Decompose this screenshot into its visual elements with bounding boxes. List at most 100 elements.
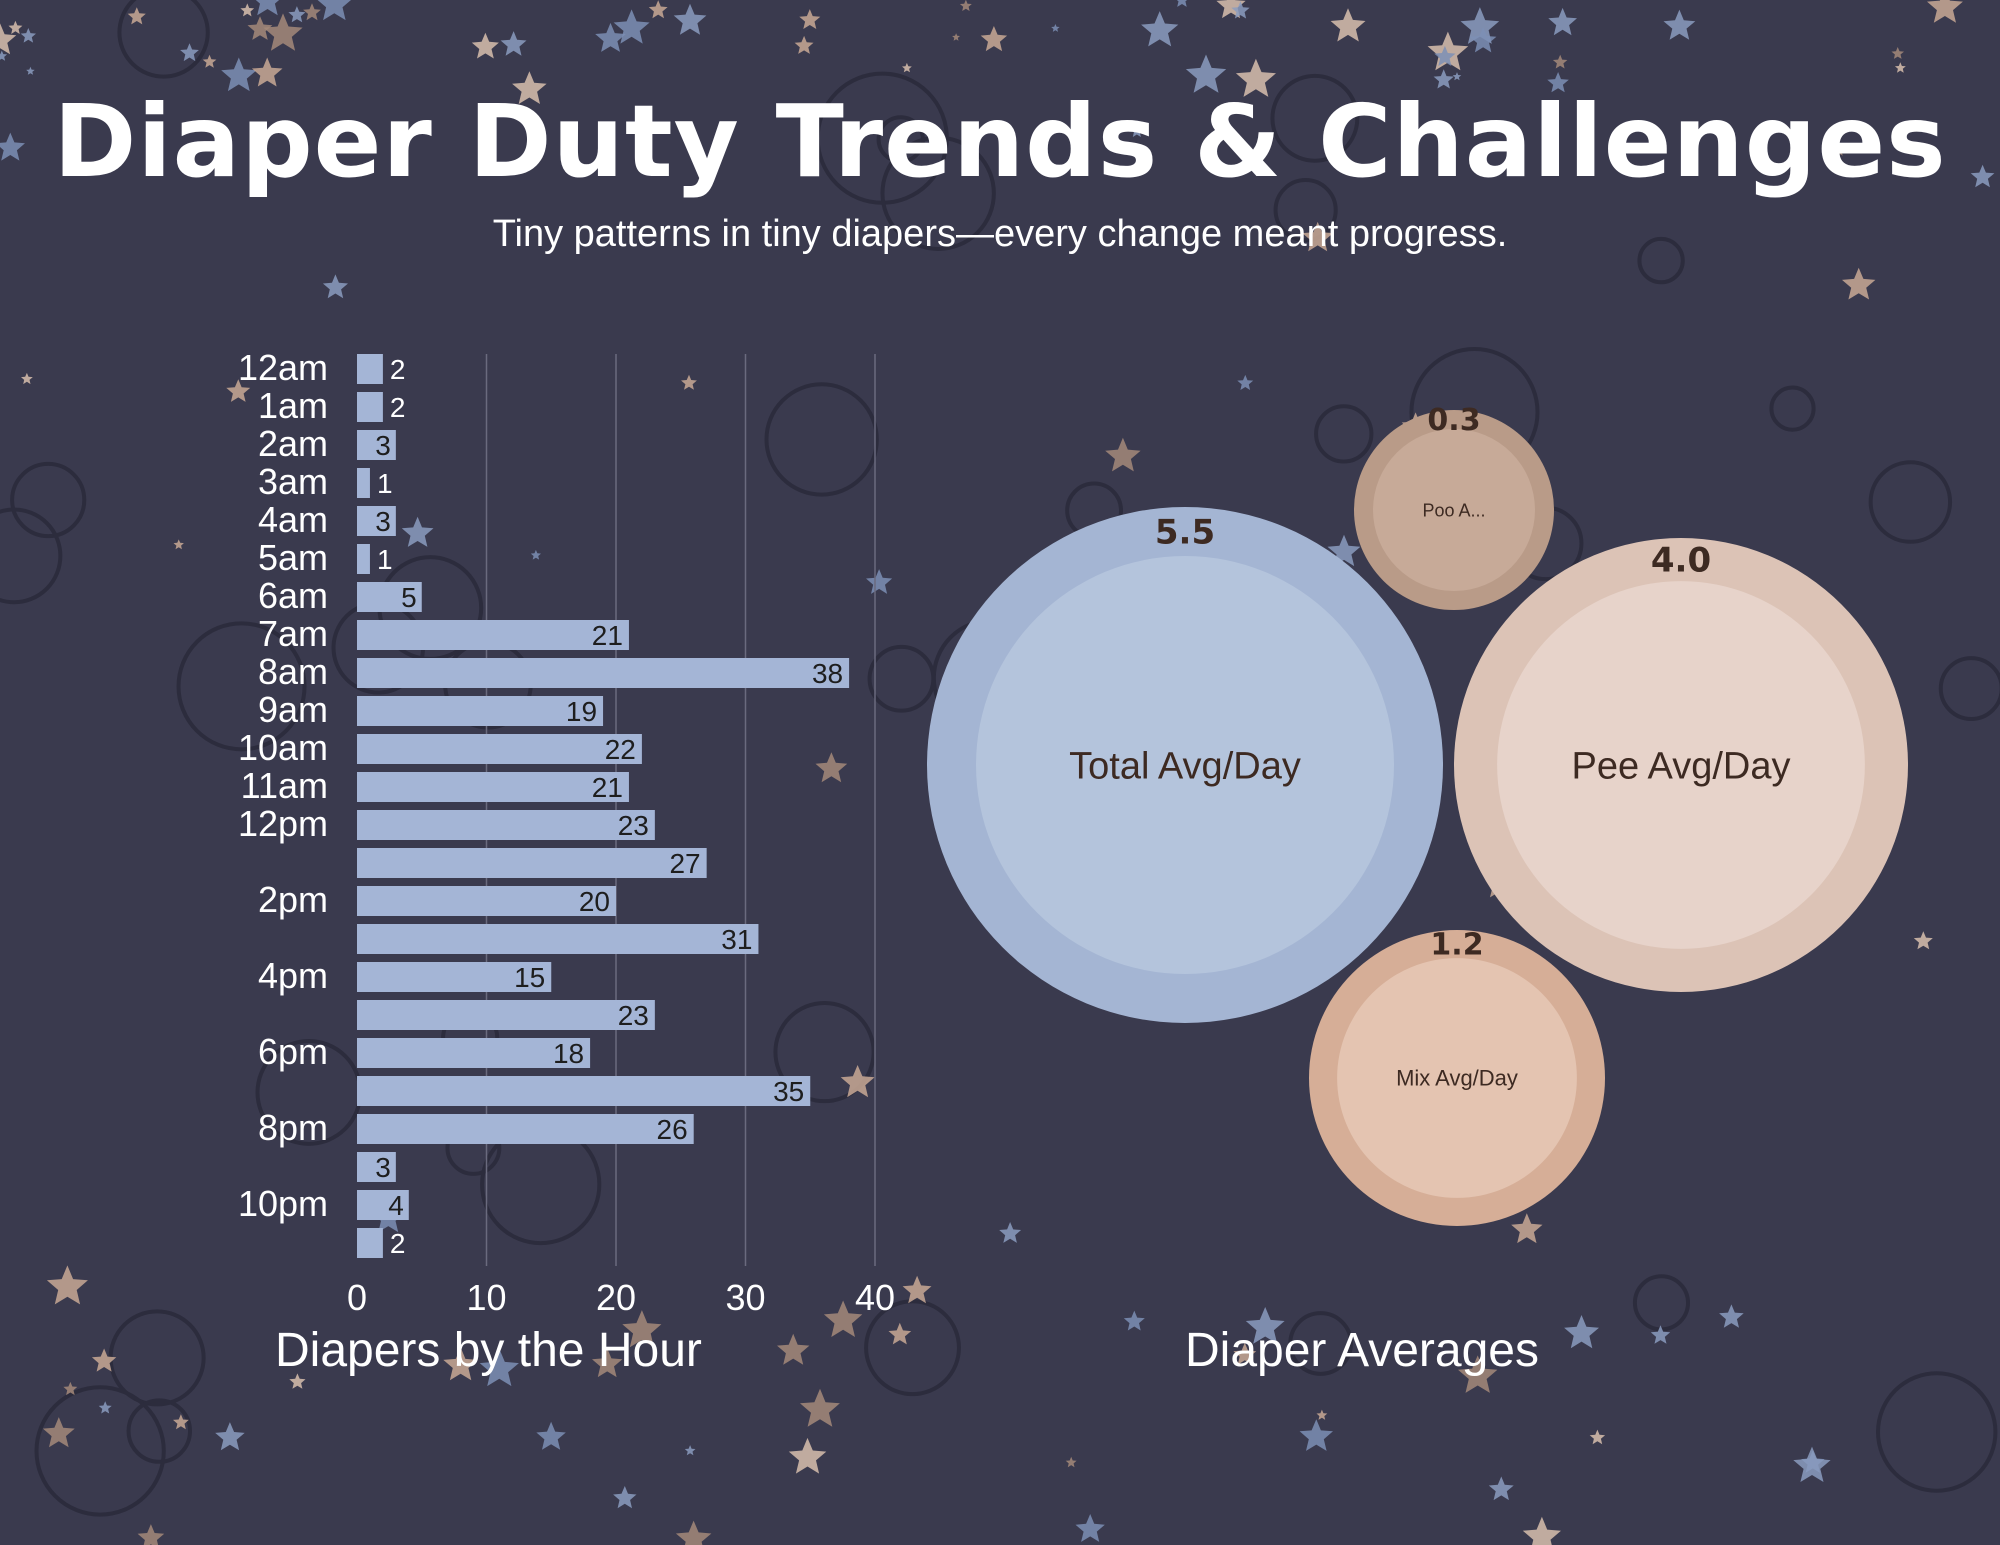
star-icon	[20, 28, 36, 43]
star-icon	[799, 9, 821, 29]
star-icon	[530, 549, 541, 560]
star-icon	[1434, 45, 1456, 66]
star-icon	[221, 57, 257, 92]
doodle-shape	[1270, 73, 1360, 163]
star-icon	[21, 372, 33, 385]
y-tick-label: 4pm	[258, 955, 328, 996]
star-icon	[288, 6, 306, 23]
star-icon	[500, 31, 527, 56]
star-icon	[815, 752, 848, 783]
star-icon	[173, 539, 184, 550]
bar	[357, 544, 370, 574]
star-icon	[1894, 62, 1906, 73]
bar	[357, 392, 383, 422]
star-icon	[1548, 7, 1577, 36]
bubble-inner	[976, 556, 1394, 974]
star-icon	[794, 35, 814, 54]
doodle-shape	[1637, 236, 1685, 285]
star-icon	[1233, 1342, 1257, 1365]
star-icon	[1185, 54, 1227, 93]
bar	[357, 468, 370, 498]
bar	[357, 354, 383, 384]
bar	[357, 1152, 396, 1182]
bar	[357, 1038, 591, 1068]
star-icon	[1552, 54, 1568, 69]
star-icon	[622, 1310, 662, 1348]
bar	[357, 734, 642, 764]
star-icon	[1176, 0, 1188, 7]
bar-value-label: 21	[592, 620, 623, 651]
doodle-shape	[764, 382, 879, 497]
doodle-shape	[1876, 1371, 1998, 1493]
star-icon	[1891, 47, 1904, 59]
star-icon	[26, 66, 35, 75]
bar	[357, 772, 629, 802]
bar-value-label: 5	[401, 582, 417, 613]
bubble-value-label: 4.0	[1651, 540, 1711, 580]
star-icon	[902, 1275, 932, 1304]
star-icon	[46, 1265, 88, 1305]
y-tick-label: 3am	[258, 461, 328, 502]
doodle-shape	[867, 644, 936, 713]
star-icon	[0, 50, 8, 61]
star-icon	[840, 1065, 875, 1098]
y-tick-label: 4am	[258, 499, 328, 540]
star-icon	[1663, 9, 1696, 40]
star-icon	[595, 22, 626, 52]
star-icon	[1433, 69, 1454, 89]
star-icon	[592, 1348, 623, 1378]
y-tick-label: 9am	[258, 689, 328, 730]
star-icon	[536, 1421, 566, 1450]
star-icon	[675, 1520, 712, 1545]
bar-value-label: 38	[812, 658, 843, 689]
star-icon	[999, 1222, 1022, 1243]
bar-value-label: 3	[375, 1152, 391, 1183]
y-tick-label: 7am	[258, 613, 328, 654]
doodle-shape	[773, 1000, 876, 1104]
star-icon	[959, 0, 972, 11]
doodle-shape	[176, 621, 307, 752]
bar	[357, 1114, 694, 1144]
star-icon	[322, 274, 348, 299]
star-icon	[1123, 1310, 1145, 1331]
doodle-shape	[1769, 385, 1816, 432]
star-icon	[137, 1524, 165, 1545]
page-title: Diaper Duty Trends & Challenges	[53, 83, 1947, 200]
star-icon	[1231, 1, 1250, 19]
star-icon	[1452, 72, 1462, 81]
star-icon	[1842, 267, 1876, 300]
bubble-name-label: Mix Avg/Day	[1396, 1066, 1518, 1091]
bar	[357, 886, 616, 916]
bar	[357, 1228, 383, 1258]
doodle-shape	[880, 135, 996, 251]
x-tick-label: 30	[725, 1277, 765, 1318]
star-icon	[127, 7, 146, 25]
bar-value-label: 2	[390, 1228, 406, 1259]
star-icon	[303, 3, 321, 21]
star-icon	[1970, 164, 1995, 188]
bar	[357, 810, 655, 840]
doodle-shape	[1314, 404, 1374, 464]
y-tick-label: 10am	[238, 727, 328, 768]
star-icon	[251, 57, 283, 87]
y-tick-label: 6pm	[258, 1031, 328, 1072]
star-icon	[823, 1300, 863, 1337]
doodle-shape	[126, 1398, 193, 1464]
bar-chart-title: Diapers by the Hour	[275, 1324, 702, 1377]
bar	[357, 848, 707, 878]
y-tick-label: 11am	[241, 765, 328, 806]
star-icon	[1245, 1307, 1285, 1344]
bar-value-label: 20	[579, 886, 610, 917]
star-icon	[479, 1348, 519, 1387]
star-icon	[1105, 437, 1141, 472]
star-icon	[1589, 1429, 1606, 1445]
bar-value-label: 3	[375, 506, 391, 537]
bar	[357, 658, 850, 688]
x-tick-label: 0	[347, 1277, 367, 1318]
star-icon	[777, 1333, 810, 1365]
bubble-value-label: 5.5	[1155, 512, 1215, 552]
y-tick-label: 5am	[258, 537, 328, 578]
bar-value-label: 3	[375, 430, 391, 461]
bar-value-label: 1	[377, 468, 393, 499]
